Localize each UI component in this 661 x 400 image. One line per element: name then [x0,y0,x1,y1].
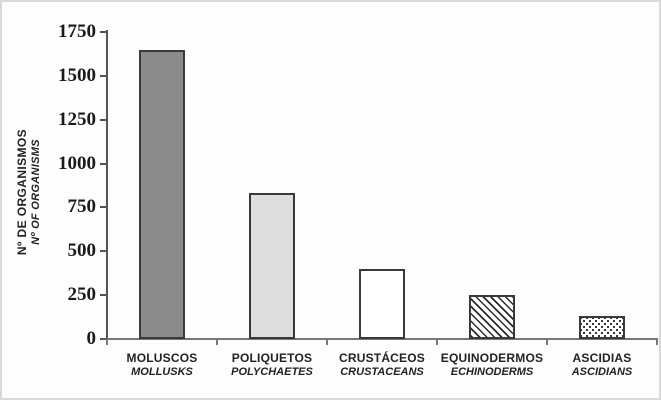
x-tick-mark [656,339,658,345]
x-tick-mark [106,339,108,345]
category-label-en: POLYCHAETES [231,366,313,378]
x-axis-line [106,338,658,340]
category-label-es: CRUSTÁCEOS [338,351,425,365]
y-tick-mark [100,294,107,297]
y-tick-label: 750 [67,196,97,218]
category-label-es: MOLUSCOS [126,351,198,365]
bar-crustaceans [359,269,405,339]
y-axis-line [106,30,108,340]
y-tick-label: 250 [67,284,97,306]
y-tick-mark [100,162,107,165]
bar-echinoderms [469,295,515,339]
bar-polychaetes [249,193,295,339]
y-tick-mark [100,74,107,77]
category-label-es: POLIQUETOS [231,351,313,365]
category-label: EQUINODERMOS ECHINODERMS [427,351,557,379]
x-tick-mark [546,339,548,345]
y-tick-mark [100,338,107,340]
category-label: POLIQUETOS POLYCHAETES [207,351,337,379]
category-label-en: ECHINODERMS [450,366,534,378]
category-label-en: ASCIDIANS [571,366,633,378]
x-tick-mark [436,339,438,345]
y-tick-mark [100,118,107,121]
x-tick-mark [326,339,328,345]
category-label-en: MOLLUSKS [131,366,193,378]
y-tick-mark [100,250,107,253]
y-tick-label: 1750 [58,21,96,42]
y-tick-label: 1500 [58,64,96,86]
bar-mollusks [139,50,185,339]
y-tick-mark [100,31,107,33]
category-label-es: ASCIDIAS [572,351,632,365]
y-tick-label: 1000 [58,152,96,174]
category-label-en: CRUSTACEANS [340,366,424,378]
y-tick-mark [100,206,107,209]
category-label: CRUSTÁCEOS CRUSTACEANS [317,351,447,379]
bar-ascidians [579,316,625,339]
category-label-es: EQUINODERMOS [440,351,544,365]
y-tick-label: 500 [67,240,97,262]
category-label: MOLUSCOS MOLLUSKS [97,351,227,379]
category-label: ASCIDIAS ASCIDIANS [537,351,659,379]
y-tick-label: 0 [86,328,97,349]
y-tick-label: 1250 [58,108,96,130]
x-tick-mark [216,339,218,345]
